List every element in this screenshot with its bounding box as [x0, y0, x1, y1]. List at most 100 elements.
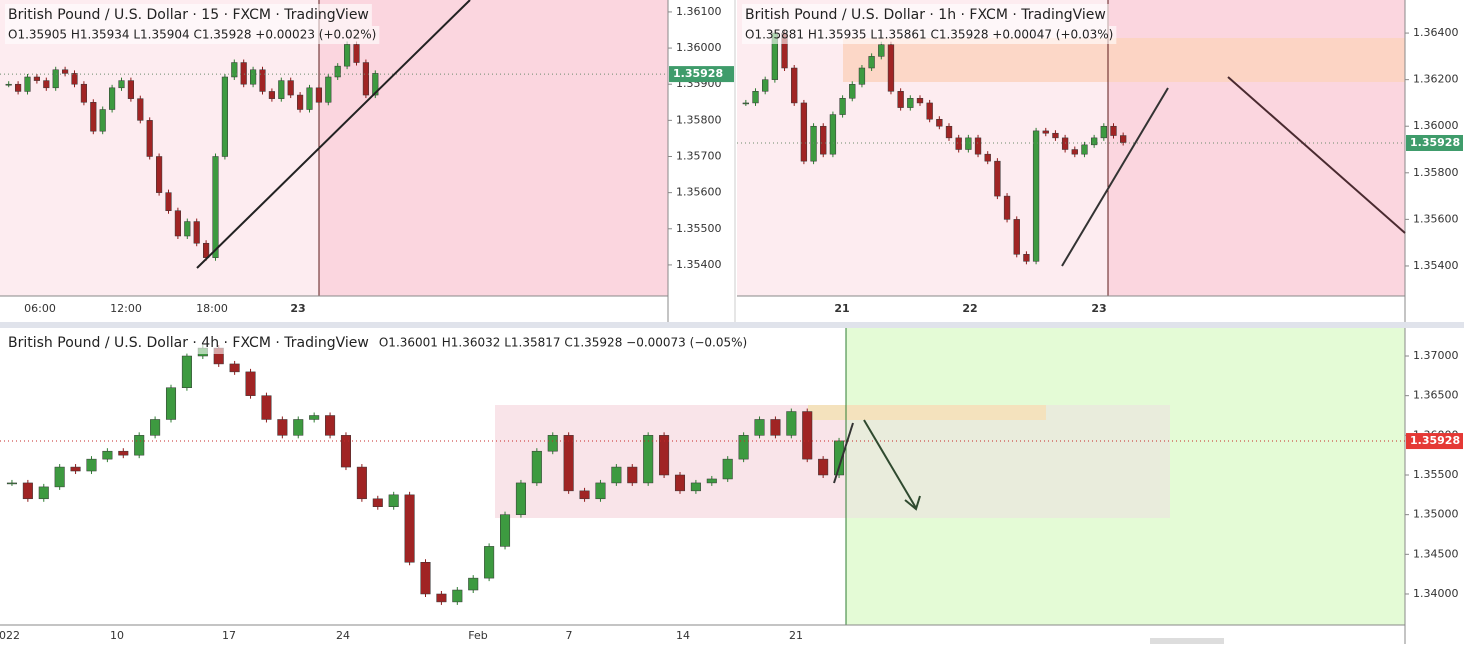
candle: [174, 210, 181, 237]
x-tick-label: 24: [336, 629, 350, 642]
candle: [287, 80, 294, 96]
y-tick-label: 1.35400: [1413, 259, 1459, 272]
y-tick-label: 1.36400: [1413, 26, 1459, 39]
candle: [43, 80, 50, 89]
trend-line: [1227, 76, 1406, 234]
candle: [245, 371, 256, 396]
candle: [984, 153, 991, 162]
chart-title: British Pound / U.S. Dollar · 4h · FXCM …: [8, 335, 369, 351]
x-tick-label: 12:00: [110, 302, 142, 315]
candle: [868, 56, 875, 69]
candle: [579, 490, 590, 500]
y-tick-label: 1.36200: [1413, 73, 1459, 86]
candle: [334, 65, 341, 78]
candle: [6, 482, 17, 485]
candle: [388, 494, 399, 507]
candle: [1110, 125, 1117, 136]
candle: [5, 83, 12, 86]
candle: [203, 242, 210, 258]
y-tick-label: 1.35400: [676, 258, 722, 271]
candle: [762, 79, 769, 92]
candle: [306, 87, 313, 110]
y-tick-label: 1.36000: [1413, 119, 1459, 132]
candle: [221, 76, 228, 157]
candle: [86, 458, 97, 472]
candle: [118, 450, 129, 456]
x-tick-label: 17: [222, 629, 236, 642]
candle: [627, 466, 638, 484]
candle: [278, 80, 285, 99]
candle: [340, 435, 351, 468]
header-bg: [5, 332, 372, 354]
range-zone: [846, 405, 1170, 518]
candle: [820, 125, 827, 155]
y-tick-label: 1.34500: [1413, 547, 1459, 560]
candle: [810, 125, 817, 162]
candle: [15, 83, 22, 92]
candle: [71, 73, 78, 85]
candle: [887, 44, 895, 92]
candle: [165, 192, 172, 211]
candle: [277, 419, 288, 436]
candle: [965, 137, 972, 150]
candle: [1120, 135, 1127, 143]
candle: [706, 478, 717, 484]
candle: [102, 450, 113, 460]
candle: [770, 419, 781, 436]
candle: [659, 435, 670, 476]
supply-zone: [843, 38, 1405, 82]
candle: [500, 514, 511, 547]
price-label-bg: [1406, 433, 1463, 450]
candle: [754, 419, 765, 436]
candle: [420, 562, 431, 595]
y-tick-label: 1.36100: [676, 5, 722, 18]
candle: [33, 76, 40, 81]
candle: [268, 91, 275, 99]
candle: [325, 76, 332, 103]
candle: [1090, 137, 1098, 146]
candle: [372, 73, 379, 96]
candle: [134, 435, 145, 456]
candle: [99, 109, 106, 132]
candle: [563, 435, 574, 492]
y-tick-label: 1.37000: [1413, 349, 1459, 362]
header-bg: [742, 26, 1117, 44]
candle: [547, 435, 558, 452]
candle: [994, 160, 1001, 197]
chart-title: British Pound / U.S. Dollar · 1h · FXCM …: [745, 7, 1106, 23]
candle: [52, 69, 59, 89]
y-tick-label: 1.35800: [1413, 166, 1459, 179]
candle: [315, 87, 322, 103]
candle: [829, 114, 837, 155]
candle: [974, 137, 982, 155]
candle: [150, 419, 161, 436]
candle: [1061, 137, 1069, 150]
x-tick-label: 22: [962, 302, 977, 315]
candle: [849, 84, 856, 99]
candle: [261, 395, 272, 420]
candle: [468, 577, 479, 591]
candle: [595, 482, 606, 500]
y-tick-label: 1.35500: [1413, 468, 1459, 481]
candle: [1081, 144, 1088, 155]
candle: [515, 482, 526, 515]
x-tick-label: 23: [1091, 302, 1106, 315]
candle: [181, 355, 192, 388]
candle: [293, 419, 304, 436]
candle: [786, 411, 797, 436]
ohlc: O1.35881 H1.35935 L1.35861 C1.35928 +0.0…: [745, 28, 1113, 42]
candle: [1003, 195, 1011, 220]
x-tick-label: 14: [676, 629, 690, 642]
candle: [955, 137, 962, 150]
x-tick-label: 7: [566, 629, 573, 642]
candle: [878, 44, 885, 57]
price-label: 1.35928: [1410, 434, 1460, 447]
price-label-bg: [669, 66, 734, 83]
candle: [38, 486, 49, 500]
candle: [229, 363, 240, 373]
candle: [452, 589, 463, 603]
y-tick-label: 1.34000: [1413, 587, 1459, 600]
y-tick-label: 1.35600: [676, 186, 722, 199]
x-tick-label: 21: [789, 629, 803, 642]
ohlc: O1.36001 H1.36032 L1.35817 C1.35928 −0.0…: [379, 336, 747, 350]
